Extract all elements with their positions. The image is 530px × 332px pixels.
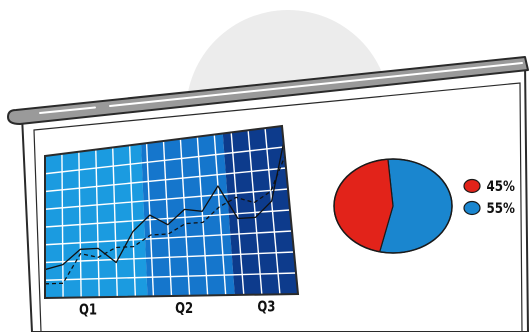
line-chart-frame [44, 124, 300, 300]
pie-chart: 45%55% [333, 158, 515, 254]
grid-line-horizontal [45, 272, 297, 281]
grid-line-horizontal [45, 167, 287, 193]
legend-label-blue: 55% [487, 201, 515, 217]
grid-line-horizontal [45, 230, 293, 246]
legend-swatch-red [463, 178, 481, 194]
grid-line-horizontal [45, 209, 291, 228]
quarter-label-q3: Q3 [257, 299, 275, 316]
series-line-solid [45, 142, 285, 271]
legend-label-red: 45% [487, 179, 515, 195]
line-chart: Q1 Q2 Q3 [44, 124, 300, 319]
grid-line-horizontal [45, 146, 285, 175]
legend-swatch-blue [463, 200, 481, 216]
grid-line-horizontal [45, 188, 289, 210]
roller-highlight-left [39, 106, 96, 114]
quarter-label-q1: Q1 [79, 302, 97, 319]
grid-line-horizontal [45, 251, 295, 264]
quarter-label-q2: Q2 [175, 301, 193, 318]
pie-outline [333, 158, 453, 254]
roller-highlight-right [109, 62, 523, 107]
series-line-dashed [45, 155, 286, 285]
screen-inner-border [33, 82, 523, 332]
